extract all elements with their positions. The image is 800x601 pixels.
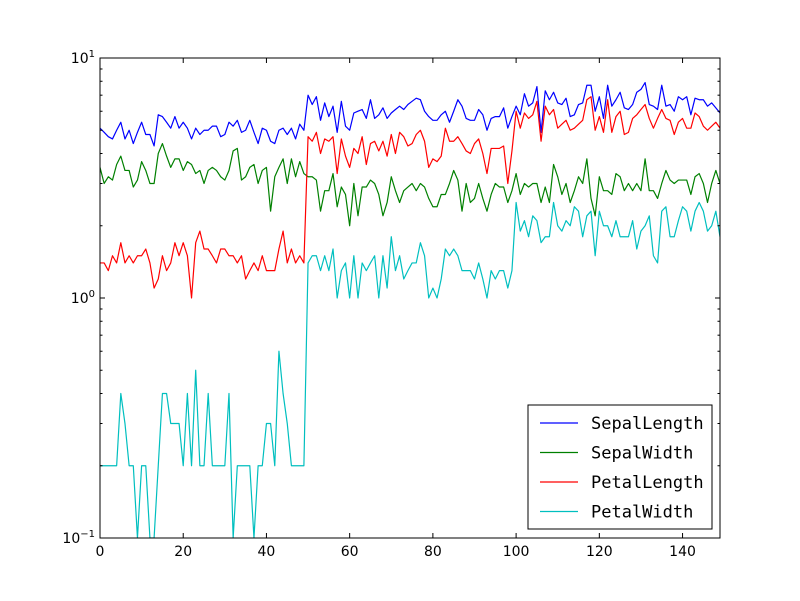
x-tick-label: 60: [341, 544, 359, 560]
y-tick-label: 10−1: [62, 529, 95, 547]
legend-label-sepal-width: SepalWidth: [591, 444, 693, 464]
series-line-sepal-length: [100, 81, 720, 147]
y-tick-label: 101: [71, 49, 95, 67]
legend: SepalLength SepalWidth PetalLength PetalWid…: [527, 404, 713, 530]
x-tick-label: 120: [586, 544, 613, 560]
legend-label-sepal-length: SepalLength: [591, 414, 704, 434]
x-tick-label: 0: [96, 544, 105, 560]
series-line-petal-width: [100, 201, 720, 538]
axis-ticks: 0 20 40 60 80 100 120 140 10−1 100 101: [62, 49, 720, 560]
series-layer: [100, 81, 720, 538]
series-line-sepal-width: [100, 142, 720, 227]
series-line-petal-length: [100, 96, 720, 299]
legend-label-petal-length: PetalLength: [591, 473, 704, 493]
x-tick-label: 100: [503, 544, 530, 560]
x-tick-label: 140: [669, 544, 696, 560]
y-tick-label: 100: [71, 289, 95, 307]
x-tick-label: 20: [174, 544, 192, 560]
legend-label-petal-width: PetalWidth: [591, 503, 693, 523]
legend-box: [527, 404, 713, 530]
x-tick-label: 80: [424, 544, 442, 560]
x-tick-label: 40: [258, 544, 276, 560]
